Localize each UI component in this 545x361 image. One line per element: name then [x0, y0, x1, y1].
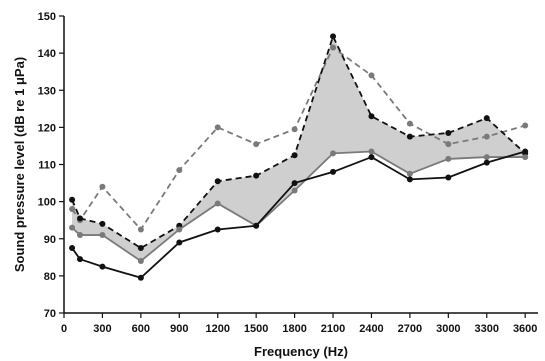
x-tick-label: 1500 — [244, 323, 268, 335]
series-0-point-7 — [291, 126, 298, 133]
x-tick-label: 1200 — [205, 323, 229, 335]
series-1-point-6 — [253, 172, 260, 179]
series-3-point-4 — [176, 239, 183, 246]
series-3-point-11 — [445, 174, 452, 181]
series-0-point-3 — [137, 226, 144, 233]
series-line-1 — [71, 34, 526, 250]
series-3-point-0 — [69, 245, 76, 252]
series-line-0 — [71, 46, 526, 231]
shaded-band — [72, 36, 526, 262]
series-line-3 — [71, 150, 526, 279]
series-0-point-4 — [176, 167, 183, 174]
series-1-point-10 — [406, 133, 413, 140]
x-tick-label: 3600 — [513, 323, 537, 335]
series-1-point-8 — [330, 33, 337, 40]
series-1-point-1 — [77, 215, 84, 222]
series-1-point-7 — [291, 152, 298, 159]
x-tick-label: 600 — [132, 323, 150, 335]
series-2-point-8 — [330, 150, 337, 157]
y-tick-label: 140 — [38, 48, 56, 60]
series-3-point-10 — [406, 176, 413, 183]
series-3-point-6 — [253, 222, 260, 229]
series-line-2 — [71, 150, 526, 263]
series-1-point-12 — [483, 115, 490, 122]
series-3-point-3 — [137, 274, 144, 281]
x-tick-label: 3000 — [436, 323, 460, 335]
y-axis-title: Sound pressure level (dB re 1 μPa) — [12, 57, 27, 272]
y-tick-label: 90 — [44, 234, 56, 246]
x-tick-label: 2700 — [398, 323, 422, 335]
y-tick-label: 150 — [38, 11, 56, 23]
series-2-point-9 — [368, 148, 375, 155]
series-0-point-2 — [99, 183, 106, 190]
x-tick-label: 2100 — [321, 323, 345, 335]
series-3-point-1 — [77, 256, 84, 263]
series-1-point-11 — [445, 129, 452, 136]
series-1-point-3 — [137, 245, 144, 252]
series-3-point-9 — [368, 154, 375, 161]
series-0-point-0 — [69, 206, 76, 213]
series-2-point-13 — [522, 154, 529, 161]
series-0-point-10 — [406, 120, 413, 127]
y-tick-label: 80 — [44, 271, 56, 283]
series-3-point-13 — [522, 148, 529, 155]
series-0-point-12 — [483, 133, 490, 140]
series-0-point-9 — [368, 72, 375, 79]
series-1-point-2 — [99, 220, 106, 227]
series-0-point-8 — [330, 44, 337, 51]
series-3-point-7 — [291, 180, 298, 187]
series-3-point-8 — [330, 168, 337, 175]
series-2-point-3 — [137, 258, 144, 265]
y-tick-label: 70 — [44, 308, 56, 320]
series-2-point-0 — [69, 224, 76, 231]
y-tick-label: 120 — [38, 122, 56, 134]
series-2-point-4 — [176, 226, 183, 233]
x-tick-label: 0 — [61, 323, 67, 335]
series-2-point-11 — [445, 155, 452, 162]
x-tick-label: 3300 — [475, 323, 499, 335]
series-2-point-2 — [99, 232, 106, 239]
series-2-point-10 — [406, 170, 413, 177]
series-0-point-5 — [214, 124, 221, 131]
series-layer — [69, 33, 529, 281]
y-tick-label: 130 — [38, 85, 56, 97]
series-3-point-5 — [214, 226, 221, 233]
series-2-point-7 — [291, 187, 298, 194]
series-3-point-2 — [99, 263, 106, 270]
series-2-point-12 — [483, 154, 490, 161]
series-1-point-9 — [368, 113, 375, 120]
x-tick-label: 900 — [170, 323, 188, 335]
series-0-point-13 — [522, 122, 529, 129]
band-layer — [72, 36, 526, 262]
x-tick-label: 1800 — [282, 323, 306, 335]
series-1-point-5 — [214, 178, 221, 185]
series-1-point-0 — [69, 196, 76, 203]
x-axis-title: Frequency (Hz) — [254, 344, 348, 359]
series-0-point-6 — [253, 141, 260, 148]
axes-layer — [59, 15, 538, 318]
series-2-point-1 — [77, 232, 84, 239]
series-2-point-5 — [214, 200, 221, 207]
y-tick-label: 100 — [38, 197, 56, 209]
series-3-point-12 — [483, 159, 490, 166]
series-0-point-11 — [445, 141, 452, 148]
y-tick-label: 110 — [38, 160, 56, 172]
x-tick-label: 2400 — [359, 323, 383, 335]
x-tick-label: 300 — [93, 323, 111, 335]
